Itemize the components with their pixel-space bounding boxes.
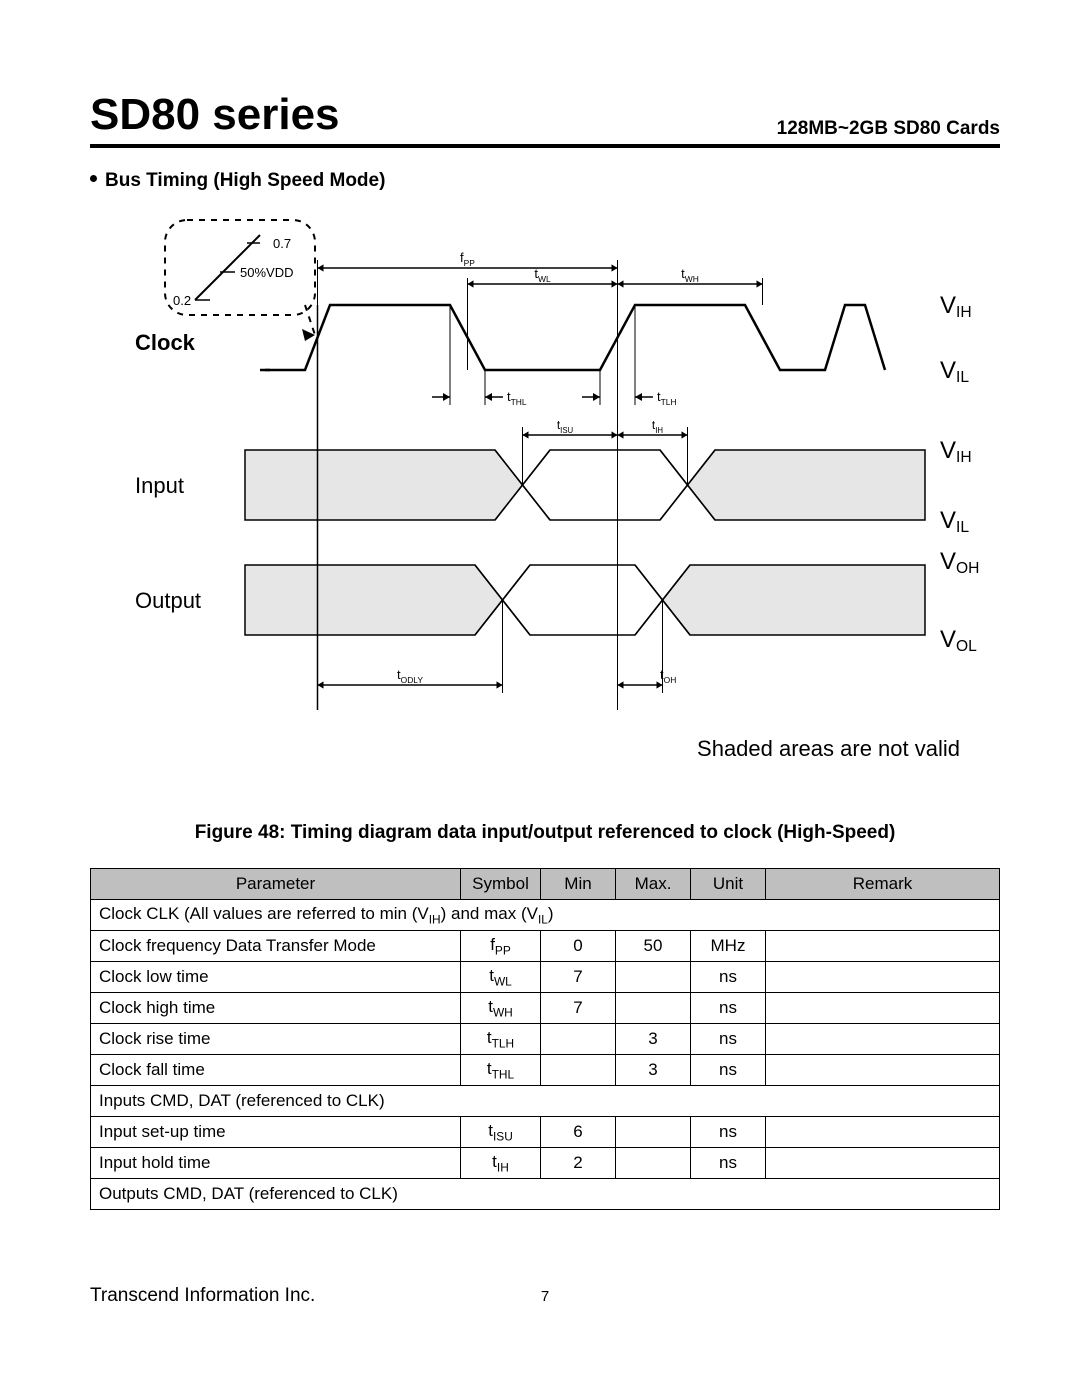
table-cell: tIH: [461, 1148, 541, 1179]
table-cell: Clock high time: [91, 993, 461, 1024]
table-cell: Clock low time: [91, 962, 461, 993]
table-cell: ns: [691, 1117, 766, 1148]
table-cell: ns: [691, 993, 766, 1024]
table-cell: [766, 1024, 1000, 1055]
table-cell: 6: [541, 1117, 616, 1148]
svg-text:Input: Input: [135, 473, 184, 498]
figure-caption: Figure 48: Timing diagram data input/out…: [90, 822, 1000, 844]
timing-diagram: 0.750%VDD0.2ClockfPPtWLtWHtTHLtTLHInputt…: [90, 210, 1000, 730]
table-cell: [541, 1024, 616, 1055]
table-row: Clock fall timetTHL 3ns: [91, 1055, 1000, 1086]
table-cell: tTLH: [461, 1024, 541, 1055]
table-header-cell: Min: [541, 869, 616, 900]
svg-text:tTLH: tTLH: [657, 389, 677, 407]
table-cell: [766, 1117, 1000, 1148]
table-section-cell: Outputs CMD, DAT (referenced to CLK): [91, 1179, 1000, 1210]
section-heading-text: Bus Timing (High Speed Mode): [105, 170, 385, 191]
svg-text:tIH: tIH: [652, 418, 663, 435]
svg-text:VIL: VIL: [940, 357, 969, 386]
table-cell: ns: [691, 1024, 766, 1055]
table-row: Inputs CMD, DAT (referenced to CLK): [91, 1086, 1000, 1117]
table-cell: Clock fall time: [91, 1055, 461, 1086]
table-cell: 0: [541, 931, 616, 962]
table-cell: Input hold time: [91, 1148, 461, 1179]
table-cell: Clock rise time: [91, 1024, 461, 1055]
svg-text:Clock: Clock: [135, 330, 196, 355]
table-cell: Input set-up time: [91, 1117, 461, 1148]
table-row: Clock frequency Data Transfer ModefPP050…: [91, 931, 1000, 962]
table-cell: tISU: [461, 1117, 541, 1148]
svg-text:tTHL: tTHL: [507, 389, 527, 407]
table-cell: 3: [616, 1024, 691, 1055]
bullet-icon: [90, 175, 97, 182]
table-cell: [616, 962, 691, 993]
table-cell: ns: [691, 1148, 766, 1179]
svg-text:tISU: tISU: [557, 418, 574, 435]
table-cell: tWH: [461, 993, 541, 1024]
table-cell: tTHL: [461, 1055, 541, 1086]
page-header: SD80 series 128MB~2GB SD80 Cards: [90, 90, 1000, 148]
table-header-cell: Unit: [691, 869, 766, 900]
svg-text:fPP: fPP: [460, 250, 475, 268]
table-row: Input set-up timetISU6 ns: [91, 1117, 1000, 1148]
doc-title: SD80 series: [90, 90, 340, 140]
svg-text:0.2: 0.2: [173, 293, 191, 308]
table-header-cell: Max.: [616, 869, 691, 900]
svg-text:VOL: VOL: [940, 626, 977, 655]
table-row: Input hold timetIH2 ns: [91, 1148, 1000, 1179]
table-cell: [766, 1148, 1000, 1179]
table-row: Outputs CMD, DAT (referenced to CLK): [91, 1179, 1000, 1210]
table-cell: 3: [616, 1055, 691, 1086]
page-number: 7: [541, 1288, 549, 1305]
footer-company: Transcend Information Inc.: [90, 1285, 315, 1307]
table-cell: [616, 1148, 691, 1179]
svg-text:VOH: VOH: [940, 548, 979, 577]
svg-text:VIL: VIL: [940, 507, 969, 536]
section-heading: Bus Timing (High Speed Mode): [90, 170, 1000, 192]
doc-subtitle: 128MB~2GB SD80 Cards: [777, 118, 1000, 140]
table-cell: 7: [541, 962, 616, 993]
svg-text:tWH: tWH: [681, 266, 699, 284]
page-footer: Transcend Information Inc. 7: [90, 1285, 1000, 1307]
table-section-cell: Inputs CMD, DAT (referenced to CLK): [91, 1086, 1000, 1117]
table-cell: 50: [616, 931, 691, 962]
table-row: Clock high timetWH7 ns: [91, 993, 1000, 1024]
table-cell: MHz: [691, 931, 766, 962]
svg-text:50%VDD: 50%VDD: [240, 265, 293, 280]
table-cell: fPP: [461, 931, 541, 962]
table-cell: 7: [541, 993, 616, 1024]
svg-text:VIH: VIH: [940, 437, 972, 466]
table-cell: 2: [541, 1148, 616, 1179]
table-cell: [766, 993, 1000, 1024]
table-cell: [766, 931, 1000, 962]
diagram-note: Shaded areas are not valid: [90, 736, 1000, 762]
table-section-cell: Clock CLK (All values are referred to mi…: [91, 900, 1000, 931]
svg-text:Output: Output: [135, 588, 201, 613]
table-cell: [766, 962, 1000, 993]
svg-text:tODLY: tODLY: [397, 667, 423, 685]
svg-text:VIH: VIH: [940, 292, 972, 321]
table-cell: [616, 1117, 691, 1148]
table-header-cell: Symbol: [461, 869, 541, 900]
table-header-cell: Parameter: [91, 869, 461, 900]
table-row: Clock rise timetTLH 3ns: [91, 1024, 1000, 1055]
table-cell: [616, 993, 691, 1024]
spec-table: ParameterSymbolMinMax.UnitRemark Clock C…: [90, 868, 1000, 1210]
svg-text:0.7: 0.7: [273, 236, 291, 251]
table-row: Clock low timetWL7 ns: [91, 962, 1000, 993]
table-cell: ns: [691, 962, 766, 993]
table-cell: Clock frequency Data Transfer Mode: [91, 931, 461, 962]
table-row: Clock CLK (All values are referred to mi…: [91, 900, 1000, 931]
table-cell: ns: [691, 1055, 766, 1086]
table-cell: tWL: [461, 962, 541, 993]
table-header-cell: Remark: [766, 869, 1000, 900]
table-cell: [766, 1055, 1000, 1086]
table-cell: [541, 1055, 616, 1086]
